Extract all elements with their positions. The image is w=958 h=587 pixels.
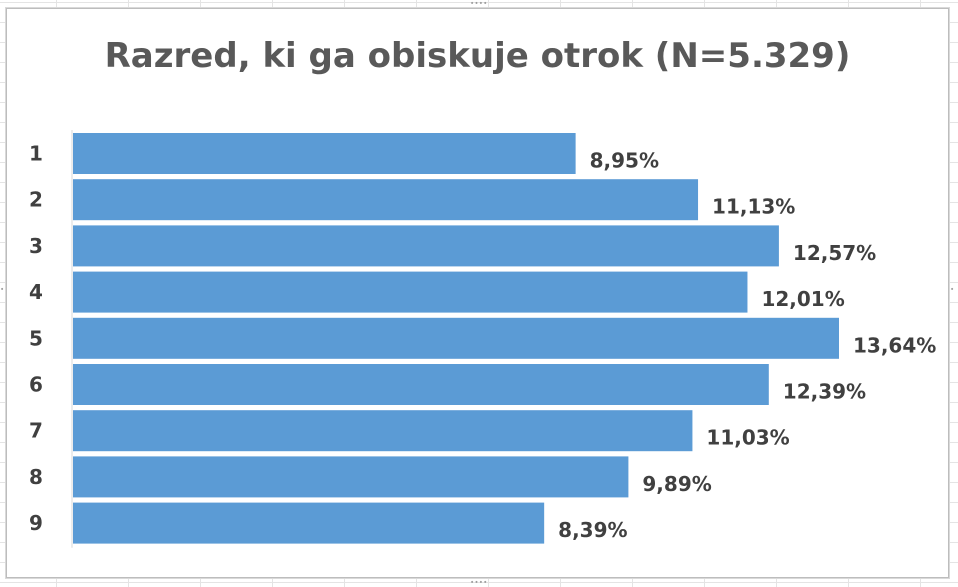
bar-group bbox=[73, 133, 839, 544]
bar-8[interactable] bbox=[73, 456, 629, 498]
category-label-5: 5 bbox=[29, 326, 43, 350]
data-label-8: 9,89% bbox=[642, 472, 711, 496]
category-label-7: 7 bbox=[29, 419, 43, 443]
data-label-2: 11,13% bbox=[712, 195, 795, 219]
bar-6[interactable] bbox=[73, 364, 769, 405]
data-label-5: 13,64% bbox=[853, 333, 936, 357]
resize-handle-top[interactable]: ∙∙∙∙ bbox=[470, 0, 488, 7]
category-label-4: 4 bbox=[29, 280, 43, 304]
category-label-6: 6 bbox=[29, 373, 43, 397]
data-label-4: 12,01% bbox=[761, 287, 844, 311]
bar-1[interactable] bbox=[73, 133, 576, 174]
resize-handle-bottom[interactable]: ∙∙∙∙ bbox=[470, 578, 488, 586]
bar-3[interactable] bbox=[73, 225, 779, 267]
category-label-9: 9 bbox=[29, 511, 43, 535]
bar-7[interactable] bbox=[73, 410, 693, 452]
bar-5[interactable] bbox=[73, 317, 839, 359]
data-label-7: 11,03% bbox=[706, 426, 789, 450]
resize-handle-right[interactable]: ∙ bbox=[950, 285, 955, 293]
bar-9[interactable] bbox=[73, 502, 545, 544]
resize-handle-left[interactable]: ∙ bbox=[0, 285, 5, 293]
data-label-3: 12,57% bbox=[793, 241, 876, 265]
category-label-8: 8 bbox=[29, 465, 43, 489]
data-label-9: 8,39% bbox=[558, 518, 627, 542]
category-axis-labels: 1 2 3 4 5 6 7 8 9 bbox=[29, 142, 43, 536]
category-label-1: 1 bbox=[29, 142, 43, 166]
data-label-6: 12,39% bbox=[783, 380, 866, 404]
bar-4[interactable] bbox=[73, 271, 748, 313]
chart-title[interactable]: Razred, ki ga obiskuje otrok (N=5.329) bbox=[104, 36, 851, 76]
data-label-1: 8,95% bbox=[590, 149, 659, 173]
category-label-2: 2 bbox=[29, 188, 43, 212]
bar-2[interactable] bbox=[73, 179, 699, 221]
data-labels: 8,95% 11,13% 12,57% 12,01% 13,64% 12,39% 11,03… bbox=[558, 149, 936, 543]
category-label-3: 3 bbox=[29, 234, 43, 258]
